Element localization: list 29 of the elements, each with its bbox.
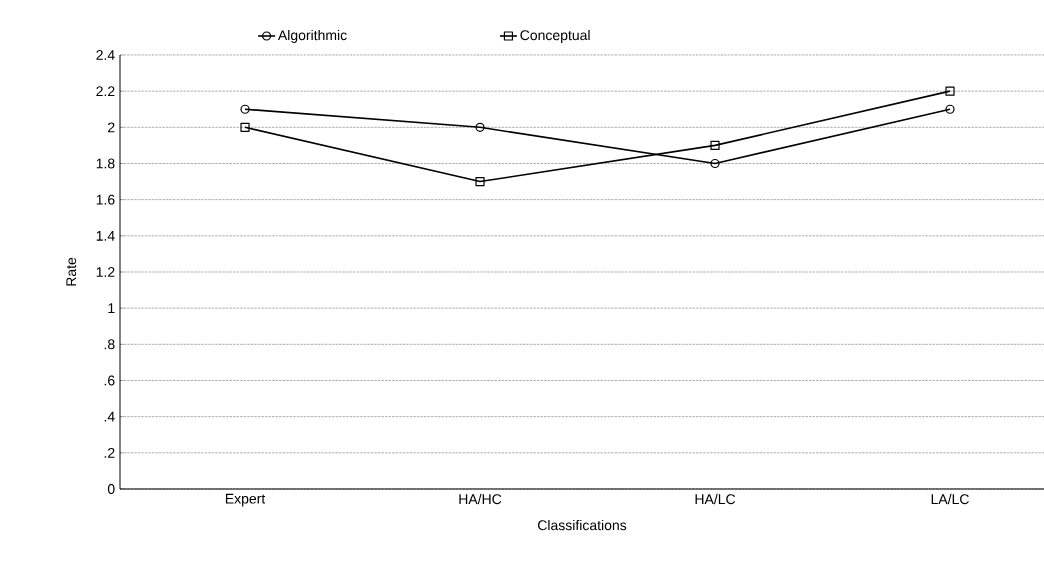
x-tick-label: LA/LC	[931, 493, 969, 505]
y-tick-label: 2.4	[96, 50, 115, 60]
x-tick-label: HA/LC	[695, 493, 736, 505]
x-tick-label: HA/HC	[459, 493, 502, 505]
y-tick-label: 0	[107, 484, 115, 494]
y-tick-label: .4	[104, 411, 115, 422]
x-tick-label: Expert	[225, 493, 266, 507]
y-tick-label: .6	[104, 375, 115, 386]
y-tick-label: .2	[104, 447, 115, 458]
y-tick-label: 1.6	[96, 194, 115, 205]
y-tick-label: 1.4	[96, 231, 115, 241]
y-tick-label: 2.2	[96, 86, 115, 97]
point	[945, 86, 955, 96]
y-tick-label: 1	[108, 303, 115, 313]
point	[240, 122, 250, 132]
legend-label: Algorithmic	[277, 29, 347, 43]
point	[475, 122, 485, 132]
point	[475, 176, 485, 187]
point	[710, 140, 720, 150]
point	[240, 104, 250, 114]
point	[710, 158, 720, 169]
y-tick-label: 1.8	[96, 158, 115, 169]
y-tick-label: 2	[108, 122, 115, 133]
x-axis-title: Classifications	[537, 519, 627, 531]
legend-label: Conceptual	[520, 29, 590, 43]
y-tick-label: .8	[104, 339, 115, 350]
point	[945, 104, 955, 114]
y-axis-title: Rate	[66, 257, 77, 286]
y-tick-label: 1.2	[96, 267, 115, 277]
